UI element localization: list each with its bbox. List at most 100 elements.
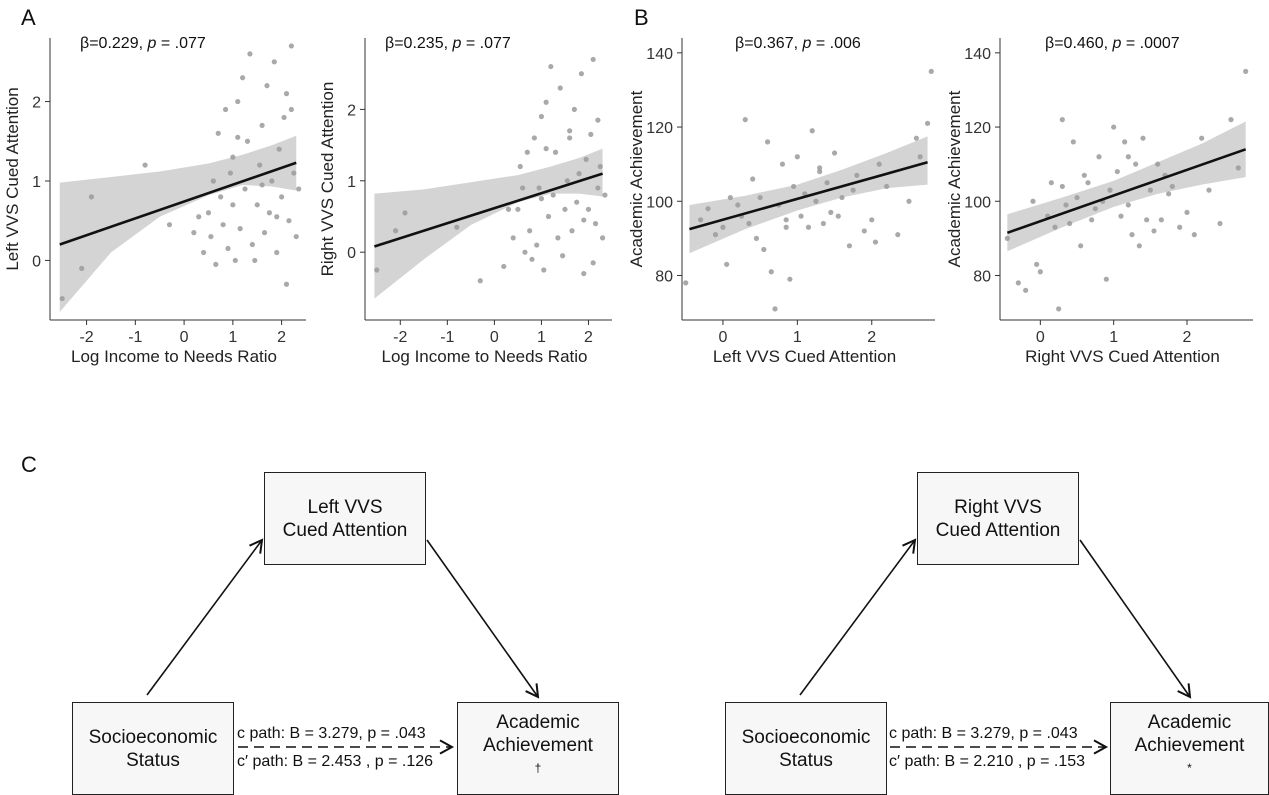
- data-point: [1118, 213, 1124, 219]
- data-point: [1217, 220, 1223, 227]
- data-point: [1144, 217, 1150, 223]
- mediator-line-2: Cued Attention: [282, 519, 408, 541]
- data-point: [562, 206, 568, 212]
- data-point: [798, 213, 804, 219]
- data-point: [291, 170, 297, 176]
- data-point: [761, 246, 767, 253]
- data-point: [884, 183, 890, 190]
- data-point: [1107, 187, 1113, 193]
- scatter-panel-3: 0 1 2 80 100 120 140 Left VVS Cued Attention Aca…: [627, 35, 935, 366]
- data-point: [1004, 235, 1010, 241]
- data-point: [208, 233, 214, 240]
- data-point: [809, 128, 815, 134]
- data-point: [242, 186, 248, 192]
- data-point: [1092, 206, 1098, 212]
- data-point: [545, 213, 552, 220]
- data-point: [1191, 232, 1197, 238]
- y-tick-label: 120: [964, 120, 991, 137]
- data-point: [235, 134, 241, 140]
- x-tick-label: 0: [490, 329, 499, 346]
- data-point: [247, 51, 253, 57]
- data-point: [283, 91, 290, 97]
- x-tick-label: -2: [79, 329, 93, 346]
- data-point: [59, 295, 65, 302]
- data-point: [283, 281, 290, 287]
- x-tick-label: 2: [584, 329, 593, 346]
- y-tick-label: 0: [32, 253, 41, 270]
- data-point: [705, 206, 711, 212]
- x-tick-label: 1: [1109, 329, 1118, 346]
- regression-line: [689, 161, 928, 231]
- data-point: [1037, 269, 1043, 275]
- y-tick-label: 140: [964, 46, 991, 63]
- data-point: [543, 99, 549, 105]
- data-point: [854, 172, 860, 178]
- y-axis-label: Academic Achievement: [945, 90, 964, 267]
- data-point: [1063, 202, 1069, 208]
- data-point: [924, 120, 931, 126]
- y-axis-label: Academic Achievement: [627, 90, 646, 267]
- outcome-line-1: Academic: [1147, 712, 1232, 734]
- data-point: [1151, 228, 1157, 234]
- data-point: [261, 230, 268, 236]
- c-prime-path-label-left: c′ path: B = 2.453 , p = .126: [237, 753, 434, 770]
- data-point: [271, 59, 277, 65]
- data-point: [768, 269, 774, 275]
- x-tick-label: 0: [718, 329, 727, 346]
- panel-label-a: A: [21, 5, 36, 30]
- confidence-ribbon: [374, 148, 603, 299]
- data-point: [1074, 194, 1080, 201]
- x-axis-label: Log Income to Needs Ratio: [71, 347, 277, 366]
- x-tick-label: 0: [1036, 329, 1045, 346]
- a-path-arrow-1: [146, 538, 264, 696]
- data-point: [772, 306, 778, 312]
- data-point: [230, 154, 236, 160]
- data-point: [286, 218, 292, 224]
- data-point: [205, 210, 212, 216]
- predictor-line-2: Status: [779, 749, 833, 771]
- data-point: [1169, 183, 1175, 190]
- data-point: [1089, 217, 1095, 223]
- data-point: [529, 256, 535, 262]
- mediator-box-right: Right VVS Cued Attention: [917, 472, 1079, 565]
- y-tick-label: 0: [347, 245, 356, 262]
- data-point: [581, 217, 587, 223]
- data-point: [220, 222, 226, 228]
- data-point: [196, 214, 202, 220]
- data-point: [520, 185, 526, 191]
- y-tick-label: 2: [347, 102, 356, 119]
- regression-line: [1006, 148, 1247, 235]
- data-point: [257, 162, 263, 168]
- data-point: [872, 239, 879, 245]
- data-point: [824, 180, 830, 186]
- data-point: [541, 267, 547, 273]
- data-point: [876, 161, 882, 167]
- mediator-line-1: Right VVS: [954, 496, 1042, 518]
- data-point: [581, 270, 587, 277]
- data-point: [249, 241, 255, 248]
- mediator-box-left: Left VVS Cued Attention: [264, 472, 426, 565]
- data-point: [724, 261, 730, 267]
- predictor-line-2: Status: [126, 749, 180, 771]
- data-point: [794, 154, 800, 160]
- x-tick-label: 1: [537, 329, 546, 346]
- data-point: [727, 194, 733, 201]
- data-point: [861, 228, 867, 234]
- data-point: [764, 139, 771, 145]
- data-point: [538, 196, 545, 202]
- data-point: [835, 213, 841, 219]
- y-axis-label: Right VVS Cued Attention: [318, 82, 337, 277]
- data-point: [831, 150, 838, 156]
- data-point: [595, 117, 601, 123]
- data-point: [1125, 154, 1131, 160]
- data-point: [222, 106, 229, 113]
- predictor-box-left: Socioeconomic Status: [72, 702, 234, 795]
- data-point: [1052, 224, 1058, 230]
- stat-annotation: β=0.235, p = .077: [385, 35, 511, 52]
- data-point: [1023, 287, 1029, 293]
- data-point: [1030, 198, 1036, 204]
- data-point: [1243, 68, 1249, 74]
- data-point: [552, 149, 559, 155]
